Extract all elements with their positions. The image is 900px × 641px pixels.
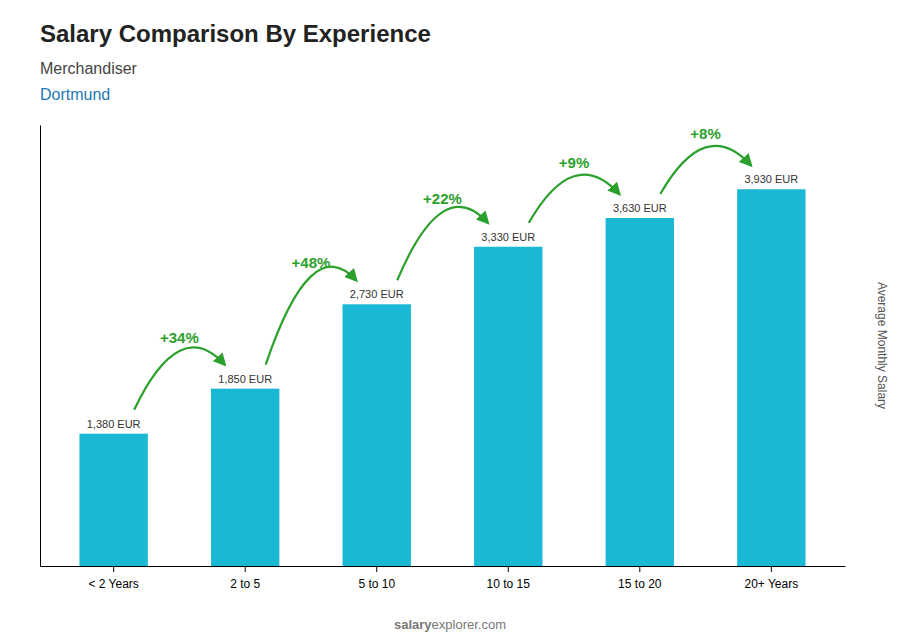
change-arrow: [266, 267, 356, 365]
data-label: 3,330 EUR: [481, 231, 535, 243]
x-tick-label: < 2 Years: [88, 577, 138, 591]
x-tick: 20+ Years: [744, 566, 798, 591]
x-tick-label: 15 to 20: [618, 577, 662, 591]
change-label: +8%: [690, 125, 720, 142]
x-tick-label: 10 to 15: [487, 577, 531, 591]
bar: [737, 189, 805, 566]
x-tick-mark: [771, 566, 772, 572]
x-tick: 15 to 20: [618, 566, 662, 591]
data-label: 3,930 EUR: [744, 173, 798, 185]
x-tick-mark: [113, 566, 114, 572]
x-tick-mark: [508, 566, 509, 572]
x-axis: < 2 Years 2 to 5 5 to 10 10 to 15 15 to 20 20…: [41, 566, 846, 591]
bars: [79, 189, 805, 566]
change-arrow: [529, 175, 619, 223]
data-label: 2,730 EUR: [350, 288, 404, 300]
bar: [343, 304, 411, 566]
x-axis-line: [41, 566, 846, 567]
bar: [606, 218, 674, 566]
bar: [211, 389, 279, 566]
change-label: +22%: [423, 190, 462, 207]
chart-svg: Salary Comparison By Experience Merchandi…: [0, 0, 900, 641]
watermark-part: explorer.com: [432, 617, 506, 632]
title: Salary Comparison By Experience: [40, 20, 431, 47]
x-tick: 10 to 15: [487, 566, 531, 591]
data-label: 1,850 EUR: [218, 373, 272, 385]
change-label: +34%: [160, 329, 199, 346]
x-tick-mark: [245, 566, 246, 572]
x-tick-label: 5 to 10: [358, 577, 395, 591]
watermark: salaryexplorer.com: [394, 617, 506, 632]
x-tick-mark: [639, 566, 640, 572]
y-axis: [40, 126, 41, 567]
y-axis-line: [40, 126, 41, 567]
change-arrow: [660, 146, 750, 194]
subtitle: Dortmund: [40, 86, 110, 103]
x-tick-label: 20+ Years: [744, 577, 798, 591]
data-label: 3,630 EUR: [613, 202, 667, 214]
change-arrow: [397, 207, 487, 280]
y-axis-title: Average Monthly Salary: [875, 282, 889, 409]
x-tick-label: 2 to 5: [230, 577, 260, 591]
change-label: +9%: [559, 154, 589, 171]
data-labels: 1,380 EUR 1,850 EUR 2,730 EUR 3,330 EUR 3,63…: [87, 173, 799, 429]
watermark-part: salary: [394, 617, 432, 632]
data-label: 1,380 EUR: [87, 418, 141, 430]
x-tick: < 2 Years: [88, 566, 138, 591]
change-arrows: +34% +48% +22% +9% +8%: [134, 125, 751, 409]
subtitle: Merchandiser: [40, 60, 138, 77]
bar: [79, 434, 147, 566]
bar: [474, 247, 542, 566]
x-tick: 5 to 10: [358, 566, 395, 591]
x-tick: 2 to 5: [230, 566, 260, 591]
x-tick-mark: [376, 566, 377, 572]
change-arrow: [134, 347, 224, 409]
change-label: +48%: [292, 254, 331, 271]
